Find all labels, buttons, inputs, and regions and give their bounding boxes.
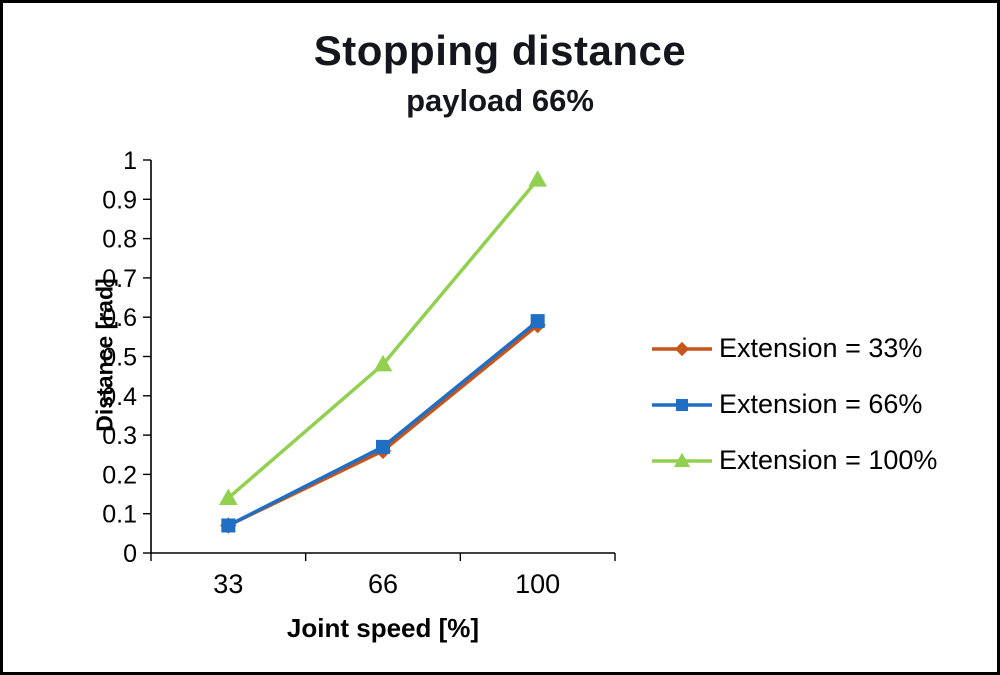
y-tick-label: 0.3 [102, 422, 137, 450]
y-tick-label: 0.2 [102, 461, 137, 489]
chart-subtitle: payload 66% [406, 83, 594, 118]
y-tick-label: 0.6 [102, 304, 137, 332]
legend-item-2: Extension = 100% [651, 445, 937, 476]
y-axis-title: Distance [rad] [91, 278, 118, 432]
diamond-marker-icon [652, 341, 712, 356]
x-axis-title: Joint speed [%] [286, 613, 480, 643]
plot-svg: 0 0.1 0.2 0.3 0.4 0.5 0.6 0.7 0.8 0.9 1 33 66 100 [102, 147, 616, 599]
y-tick-label: 0.7 [102, 265, 137, 293]
y-tick-label: 1 [123, 147, 137, 175]
x-tick-label: 33 [213, 569, 243, 599]
y-tick-label: 0 [123, 540, 137, 568]
y-tick-label: 0.1 [102, 501, 137, 529]
x-tick-label: 66 [368, 569, 398, 599]
triangle-marker-icon [652, 452, 712, 467]
series-line-1 [226, 319, 540, 528]
legend-label: Extension = 100% [719, 445, 938, 475]
y-tick-label: 0.5 [102, 344, 137, 372]
legend-label: Extension = 66% [719, 389, 923, 419]
chart-title: Stopping distance [313, 27, 687, 74]
legend: Extension = 33% Extension = 66% Extension … [651, 333, 937, 476]
legend-item-0: Extension = 33% [651, 333, 937, 364]
legend-item-1: Extension = 66% [651, 389, 937, 420]
y-tick-label: 0.8 [102, 226, 137, 254]
legend-label: Extension = 33% [719, 333, 923, 363]
y-tick-label: 0.4 [102, 383, 137, 411]
y-tick-label: 0.9 [102, 186, 137, 214]
x-tick-label: 100 [515, 569, 560, 599]
square-marker-icon [652, 398, 712, 411]
